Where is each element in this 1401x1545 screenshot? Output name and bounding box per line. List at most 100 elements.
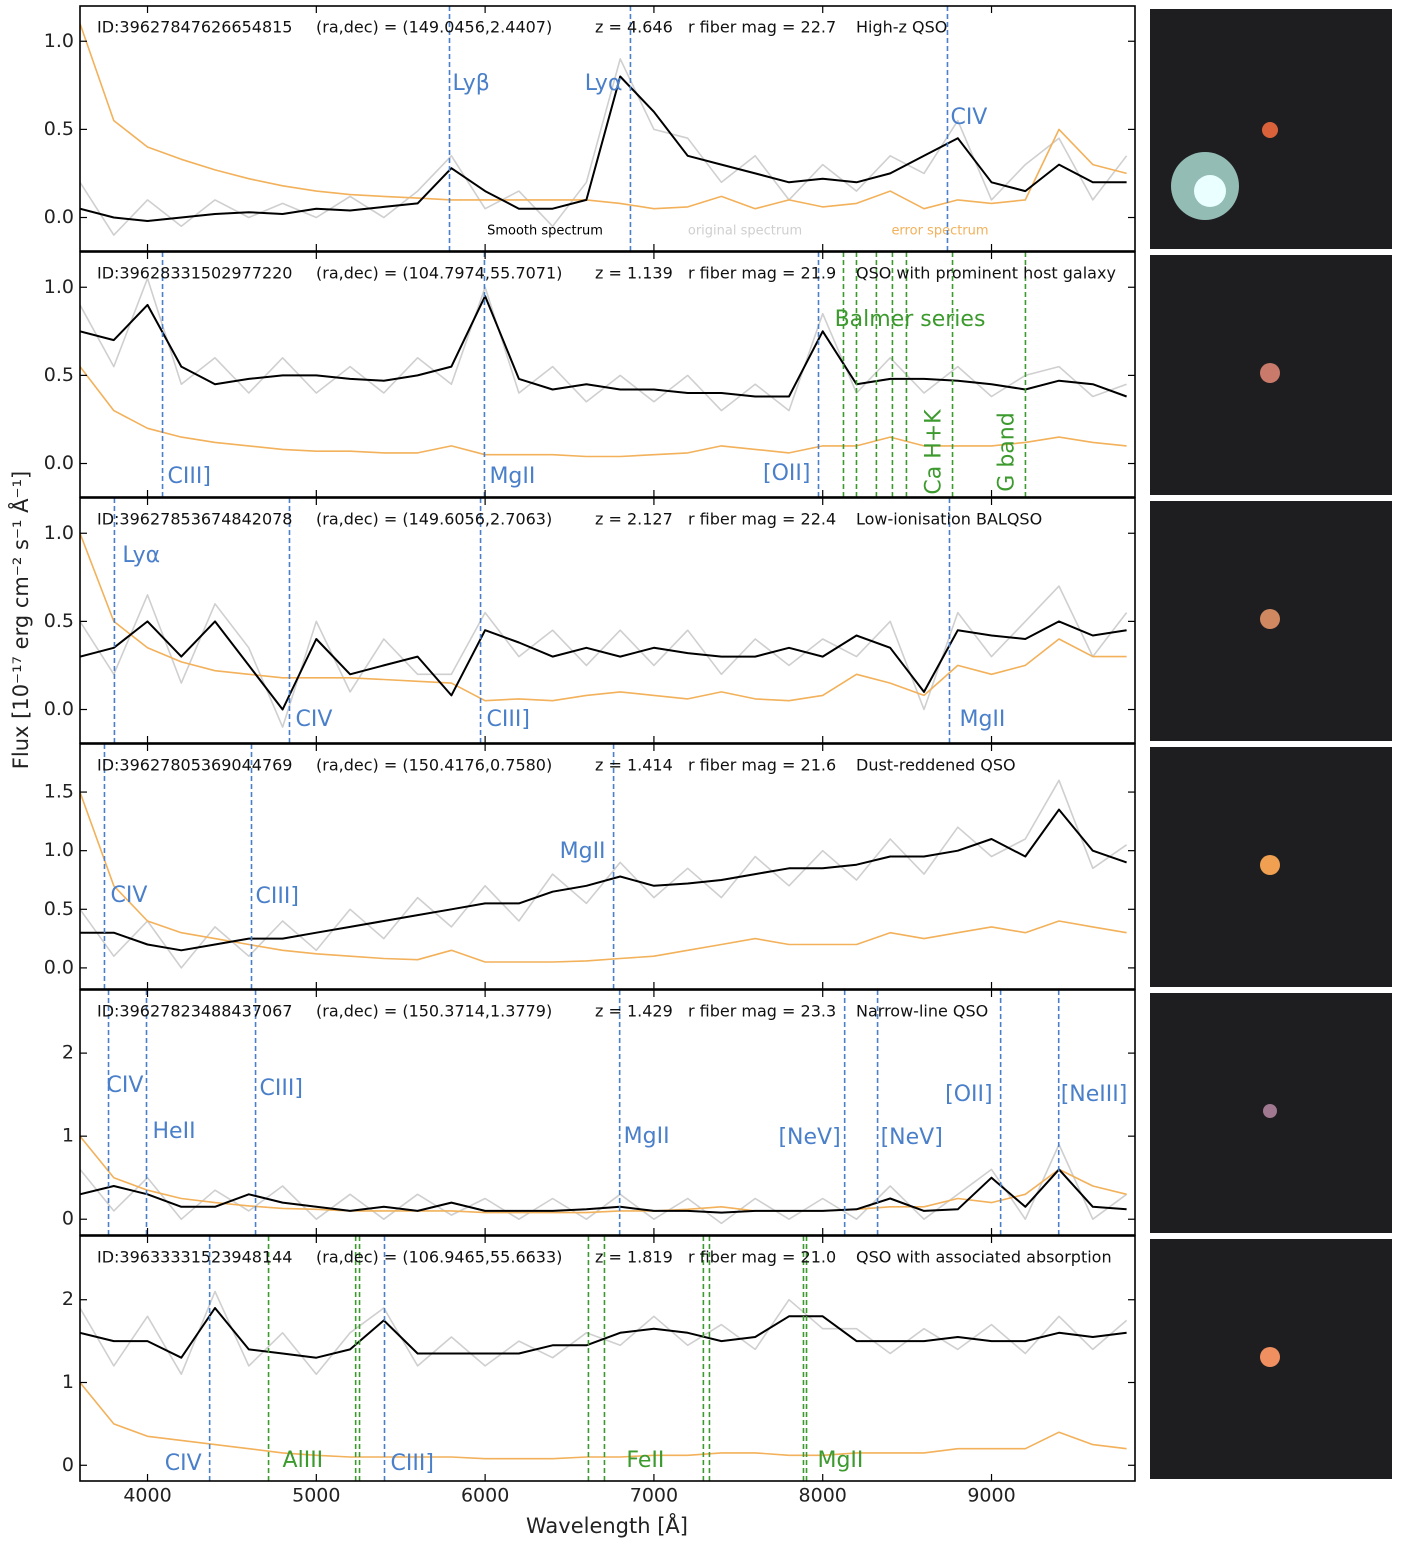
line-label: [NeV]	[778, 1125, 840, 1150]
panel: CIII] MgII [OII] Ca H+K G band Balmer series I…	[44, 251, 1136, 498]
header-redshift: z = 4.646	[595, 18, 673, 37]
header-coords: (ra,dec) = (104.7974,55.7071)	[316, 264, 562, 283]
spectrum-line	[80, 533, 1127, 702]
spectrum-line	[80, 779, 1128, 969]
header-redshift: z = 1.139	[595, 264, 673, 283]
y-tick-label: 1.0	[44, 276, 74, 298]
x-tick-label: 7000	[630, 1485, 678, 1507]
plot-area	[80, 1135, 1128, 1225]
line-label: CIII]	[256, 884, 299, 909]
header-id: ID:39627847626654815	[97, 18, 292, 37]
panel-frame	[79, 5, 1136, 252]
y-tick-label: 0.5	[44, 118, 74, 140]
panel: Lyα CIV CIII] MgII ID:39627853674842078 (ra,d…	[44, 497, 1136, 744]
panel-frame	[79, 251, 1136, 498]
spectrum-line	[80, 808, 1127, 952]
y-tick-label: 1.0	[44, 522, 74, 544]
header-class-label: Low-ionisation BALQSO	[856, 510, 1042, 529]
spectrum-line	[80, 58, 1128, 236]
spectrum-line	[80, 23, 1127, 210]
line-label: Lyα	[122, 543, 160, 568]
cutout-image	[1150, 255, 1392, 495]
header-mag: r fiber mag = 21.6	[688, 756, 836, 775]
header-mag: r fiber mag = 21.9	[688, 264, 836, 283]
spectrum-line	[80, 277, 1127, 412]
line-label: CIV	[295, 707, 332, 732]
header-redshift: z = 2.127	[595, 510, 673, 529]
header-mag: r fiber mag = 23.3	[688, 1002, 836, 1021]
line-label: [NeV]	[881, 1125, 943, 1150]
line-label: CIII]	[260, 1076, 303, 1101]
line-label: AlIII	[283, 1448, 324, 1473]
header-coords: (ra,dec) = (150.3714,1.3779)	[316, 1002, 552, 1021]
legend-label: error spectrum	[891, 224, 988, 239]
panel-frame	[79, 497, 1136, 744]
plot-area	[80, 779, 1128, 969]
line-label: MgII	[560, 839, 606, 864]
panel-frame	[79, 989, 1136, 1236]
header-redshift: z = 1.819	[595, 1248, 673, 1267]
header-id: ID:39633331523948144	[97, 1248, 292, 1267]
panel-frame	[79, 1235, 1136, 1482]
source	[1263, 1104, 1277, 1118]
panel: original spectrum error spectrum Smooth sp…	[44, 5, 1136, 252]
x-tick-label: 9000	[967, 1485, 1015, 1507]
cutout-image	[1150, 747, 1392, 987]
spectrum-line	[80, 75, 1127, 222]
y-axis-label: Flux [10⁻¹⁷ erg cm⁻² s⁻¹ Å⁻¹]	[7, 471, 33, 769]
spectrum-line	[80, 585, 1128, 728]
line-label: [OII]	[945, 1082, 992, 1107]
line-label: G band	[994, 412, 1019, 491]
y-tick-label: 0.0	[44, 956, 74, 978]
spectrum-line	[80, 1135, 1127, 1214]
legend-label: original spectrum	[688, 224, 802, 239]
source	[1194, 175, 1226, 207]
legend-label: Smooth spectrum	[487, 224, 603, 239]
y-tick-label: 1.0	[44, 839, 74, 861]
header-mag: r fiber mag = 22.7	[688, 18, 836, 37]
header-redshift: z = 1.429	[595, 1002, 673, 1021]
x-tick-label: 8000	[799, 1485, 847, 1507]
y-tick-label: 0.0	[44, 206, 74, 228]
cutout-image	[1150, 1239, 1392, 1479]
header-redshift: z = 1.414	[595, 756, 673, 775]
line-label: MgII	[489, 464, 535, 489]
y-tick-label: 2	[62, 1042, 74, 1064]
plot-area	[80, 277, 1127, 458]
x-tick-label: 6000	[461, 1485, 509, 1507]
cutout-image	[1150, 9, 1392, 249]
header-coords: (ra,dec) = (149.6056,2.7063)	[316, 510, 552, 529]
line-label: [NeIII]	[1061, 1082, 1128, 1107]
header-class-label: QSO with prominent host galaxy	[856, 264, 1116, 283]
line-label: CIV	[165, 1451, 202, 1476]
line-label: CIV	[107, 1073, 144, 1098]
spectrum-line	[80, 1307, 1127, 1359]
spectrum-line	[80, 1290, 1128, 1375]
cutout-image	[1150, 501, 1392, 741]
y-tick-label: 1	[62, 1125, 74, 1147]
spectrum-line	[80, 791, 1127, 963]
line-label: CIV	[110, 883, 147, 908]
header-class-label: High-z QSO	[856, 18, 947, 37]
panel: CIV AlIII CIII] FeII MgII ID:3963333152394814…	[62, 1235, 1136, 1507]
plot-area	[80, 1290, 1128, 1460]
y-tick-label: 0.0	[44, 452, 74, 474]
line-label: CIII]	[391, 1451, 434, 1476]
line-label: MgII	[817, 1448, 863, 1473]
header-class-label: QSO with associated absorption	[856, 1248, 1112, 1267]
y-tick-label: 0.5	[44, 364, 74, 386]
line-label: [OII]	[763, 461, 810, 486]
header-mag: r fiber mag = 22.4	[688, 510, 836, 529]
annotation: Balmer series	[835, 307, 986, 332]
x-tick-label: 4000	[123, 1485, 171, 1507]
line-label: CIII]	[168, 464, 211, 489]
header-mag: r fiber mag = 21.0	[688, 1248, 836, 1267]
line-label: CIV	[950, 105, 987, 130]
y-tick-label: 0	[62, 1454, 74, 1476]
line-label: FeII	[626, 1448, 664, 1473]
spectrum-line	[80, 1168, 1127, 1214]
header-id: ID:39627805369044769	[97, 756, 292, 775]
spectrum-line	[80, 620, 1127, 711]
